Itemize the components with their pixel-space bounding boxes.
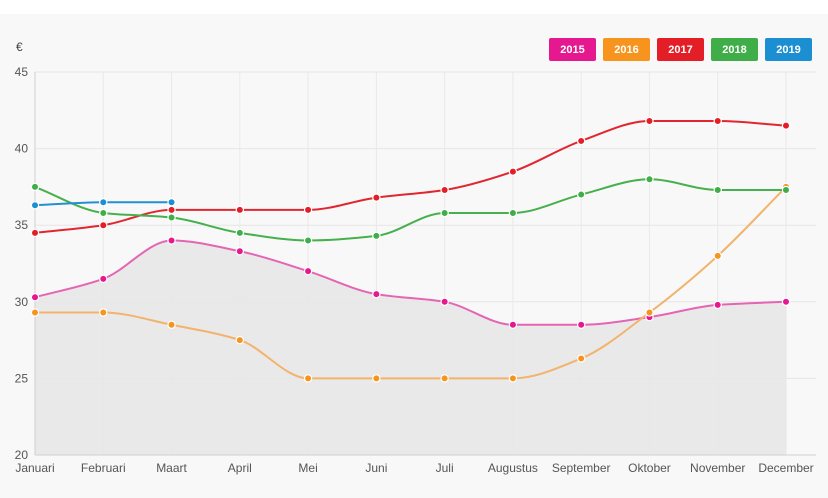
data-point-2015[interactable]	[30, 293, 40, 302]
legend-item-2018[interactable]: 2018	[711, 38, 758, 61]
data-point-2017[interactable]	[713, 116, 722, 126]
data-point-2015[interactable]	[508, 320, 518, 329]
data-point-2016[interactable]	[99, 308, 108, 317]
data-point-2015[interactable]	[99, 274, 108, 284]
data-point-2016[interactable]	[508, 374, 518, 383]
data-point-2018[interactable]	[576, 190, 586, 199]
series-line-2018	[34, 178, 786, 242]
x-tick-label: Januari	[15, 461, 54, 475]
x-tick-label: Maart	[156, 461, 187, 475]
legend-item-2019[interactable]: 2019	[765, 38, 812, 61]
data-point-2018[interactable]	[99, 208, 108, 218]
data-points	[30, 116, 791, 383]
data-point-2016[interactable]	[30, 308, 40, 317]
data-point-2016[interactable]	[713, 251, 722, 261]
y-tick-label: 45	[15, 65, 29, 79]
x-tick-label: Augustus	[488, 461, 538, 475]
x-tick-label: Februari	[81, 461, 126, 475]
data-point-2015[interactable]	[576, 320, 586, 329]
data-point-2019[interactable]	[167, 198, 176, 207]
data-point-2018[interactable]	[781, 185, 791, 195]
data-point-2018[interactable]	[713, 185, 722, 195]
data-point-2015[interactable]	[713, 300, 722, 310]
data-point-2017[interactable]	[440, 185, 449, 195]
data-point-2017[interactable]	[167, 205, 176, 215]
data-point-2017[interactable]	[576, 136, 586, 146]
y-tick-label: 35	[15, 218, 29, 232]
data-point-2015[interactable]	[167, 236, 176, 245]
legend: 2015 2016 2017 2018 2019	[549, 38, 812, 61]
data-point-2018[interactable]	[167, 213, 176, 222]
legend-item-2016[interactable]: 2016	[603, 38, 650, 61]
x-tick-label: Oktober	[628, 461, 671, 475]
axes: 20 25 30 35 40 45 Januari Februari Maart April Mei…	[15, 65, 816, 475]
data-point-2017[interactable]	[303, 205, 313, 215]
data-point-2018[interactable]	[235, 228, 245, 238]
data-point-2015[interactable]	[781, 297, 791, 306]
x-tick-label: September	[552, 461, 611, 475]
x-tick-label: December	[758, 461, 813, 475]
x-tick-label: November	[690, 461, 745, 475]
legend-item-2015[interactable]: 2015	[549, 38, 596, 61]
data-point-2018[interactable]	[30, 182, 40, 192]
y-axis-unit: €	[16, 40, 23, 54]
series-line-2015	[34, 239, 787, 326]
data-point-2017[interactable]	[781, 121, 791, 130]
data-point-2016[interactable]	[235, 335, 245, 345]
x-tick-label: Juli	[436, 461, 454, 475]
data-point-2017[interactable]	[235, 205, 245, 215]
y-tick-label: 20	[15, 448, 29, 462]
data-point-2016[interactable]	[167, 320, 176, 329]
data-point-2017[interactable]	[372, 193, 381, 202]
data-point-2015[interactable]	[440, 297, 449, 306]
data-point-2019[interactable]	[30, 201, 40, 210]
data-point-2016[interactable]	[576, 354, 586, 363]
data-point-2016[interactable]	[372, 374, 381, 383]
data-point-2018[interactable]	[645, 175, 654, 184]
data-point-2016[interactable]	[645, 308, 654, 317]
x-tick-label: Juni	[365, 461, 387, 475]
x-tick-label: April	[228, 461, 252, 475]
legend-item-2017[interactable]: 2017	[657, 38, 704, 61]
data-point-2015[interactable]	[303, 266, 313, 276]
data-point-2015[interactable]	[235, 247, 245, 256]
data-point-2018[interactable]	[508, 208, 518, 218]
data-point-2017[interactable]	[508, 167, 518, 176]
data-point-2018[interactable]	[303, 236, 313, 245]
data-point-2019[interactable]	[99, 198, 108, 207]
data-point-2017[interactable]	[99, 220, 108, 230]
y-tick-label: 25	[15, 371, 29, 385]
data-point-2017[interactable]	[30, 228, 40, 238]
y-tick-label: 30	[15, 295, 29, 309]
y-tick-label: 40	[15, 142, 29, 156]
data-point-2018[interactable]	[440, 208, 449, 218]
data-point-2016[interactable]	[440, 374, 449, 383]
data-point-2016[interactable]	[303, 374, 313, 383]
x-tick-label: Mei	[298, 461, 317, 475]
data-point-2017[interactable]	[645, 116, 654, 126]
area-fill-2015	[35, 240, 786, 455]
data-point-2018[interactable]	[372, 231, 381, 241]
data-point-2015[interactable]	[372, 289, 381, 299]
series-line-2017	[34, 120, 787, 234]
